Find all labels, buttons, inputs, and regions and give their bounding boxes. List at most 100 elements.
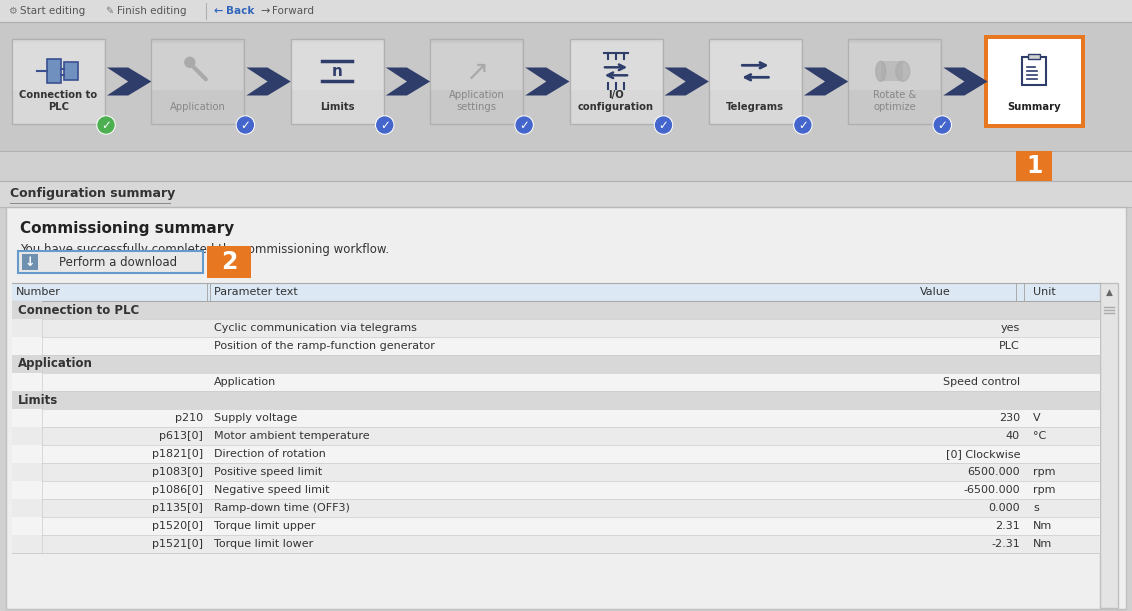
Text: Commissioning summary: Commissioning summary (20, 222, 234, 236)
FancyBboxPatch shape (12, 535, 1100, 553)
FancyBboxPatch shape (710, 43, 800, 90)
Text: p1083[0]: p1083[0] (152, 467, 203, 477)
Text: You have successfully completed the commissioning workflow.: You have successfully completed the comm… (20, 243, 389, 255)
Text: s: s (1034, 503, 1039, 513)
Text: Limits: Limits (18, 393, 58, 406)
FancyBboxPatch shape (12, 337, 1100, 355)
Polygon shape (386, 67, 430, 95)
FancyBboxPatch shape (291, 39, 384, 124)
FancyBboxPatch shape (1022, 57, 1046, 86)
FancyBboxPatch shape (12, 481, 42, 499)
Circle shape (795, 117, 811, 133)
Circle shape (97, 116, 115, 134)
Text: Connection to PLC: Connection to PLC (18, 304, 139, 316)
Text: Negative speed limit: Negative speed limit (214, 485, 329, 495)
Text: n: n (332, 64, 343, 79)
Text: Application
settings: Application settings (448, 90, 505, 112)
Text: Perform a download: Perform a download (60, 255, 178, 268)
Text: Cyclic communication via telegrams: Cyclic communication via telegrams (214, 323, 417, 333)
Polygon shape (943, 67, 987, 95)
FancyBboxPatch shape (12, 355, 42, 373)
Circle shape (376, 116, 394, 134)
Text: 6500.000: 6500.000 (968, 467, 1020, 477)
Text: Telegrams: Telegrams (727, 102, 784, 112)
Text: ✓: ✓ (101, 119, 111, 131)
Circle shape (794, 116, 812, 134)
FancyBboxPatch shape (12, 463, 42, 481)
Text: ↓: ↓ (25, 255, 35, 268)
FancyBboxPatch shape (12, 481, 1100, 499)
Text: p1520[0]: p1520[0] (152, 521, 203, 531)
FancyBboxPatch shape (881, 61, 902, 81)
FancyBboxPatch shape (12, 535, 42, 553)
Text: p1086[0]: p1086[0] (152, 485, 203, 495)
FancyBboxPatch shape (12, 391, 42, 409)
Text: ✓: ✓ (659, 119, 668, 131)
FancyBboxPatch shape (984, 35, 1084, 128)
Circle shape (654, 116, 672, 134)
Text: [0] Clockwise: [0] Clockwise (945, 449, 1020, 459)
FancyBboxPatch shape (1100, 283, 1118, 608)
Circle shape (516, 117, 532, 133)
Text: p1135[0]: p1135[0] (152, 503, 203, 513)
Text: rpm: rpm (1034, 485, 1055, 495)
Text: 2: 2 (221, 250, 238, 274)
Text: 0.000: 0.000 (988, 503, 1020, 513)
Text: Speed control: Speed control (943, 377, 1020, 387)
Text: I/O
configuration: I/O configuration (578, 90, 654, 112)
Text: Parameter text: Parameter text (214, 287, 298, 297)
Text: ✎: ✎ (105, 6, 113, 16)
FancyBboxPatch shape (12, 337, 42, 355)
Text: Limits: Limits (320, 102, 354, 112)
FancyBboxPatch shape (0, 0, 1132, 22)
Text: Torque limit upper: Torque limit upper (214, 521, 316, 531)
FancyBboxPatch shape (12, 445, 42, 463)
FancyBboxPatch shape (12, 391, 1100, 409)
FancyBboxPatch shape (849, 43, 941, 90)
Polygon shape (525, 67, 569, 95)
Text: p210: p210 (174, 413, 203, 423)
Text: Application: Application (18, 357, 93, 370)
FancyBboxPatch shape (1017, 151, 1052, 181)
FancyBboxPatch shape (46, 59, 60, 83)
Text: ✓: ✓ (798, 119, 808, 131)
FancyBboxPatch shape (12, 43, 104, 90)
Text: °C: °C (1034, 431, 1046, 441)
Text: ▲: ▲ (1106, 288, 1113, 296)
Text: rpm: rpm (1034, 467, 1055, 477)
Text: Nm: Nm (1034, 539, 1053, 549)
FancyBboxPatch shape (12, 517, 1100, 535)
FancyBboxPatch shape (12, 301, 42, 319)
Text: ↗: ↗ (465, 57, 488, 86)
FancyBboxPatch shape (12, 283, 1100, 301)
FancyBboxPatch shape (12, 499, 42, 517)
Text: Position of the ramp-function generator: Position of the ramp-function generator (214, 341, 435, 351)
FancyBboxPatch shape (22, 254, 38, 270)
FancyBboxPatch shape (12, 355, 1100, 373)
Circle shape (185, 57, 195, 67)
Circle shape (515, 116, 533, 134)
Text: Back: Back (226, 6, 255, 16)
Text: Application: Application (170, 102, 225, 112)
Text: ✓: ✓ (380, 119, 389, 131)
Text: Supply voltage: Supply voltage (214, 413, 298, 423)
Text: 40: 40 (1006, 431, 1020, 441)
FancyBboxPatch shape (0, 22, 1132, 151)
Polygon shape (804, 67, 848, 95)
Text: -2.31: -2.31 (992, 539, 1020, 549)
FancyBboxPatch shape (63, 62, 77, 80)
FancyBboxPatch shape (12, 373, 1100, 391)
Circle shape (98, 117, 114, 133)
FancyBboxPatch shape (12, 409, 1100, 427)
Polygon shape (108, 67, 152, 95)
FancyBboxPatch shape (431, 43, 522, 90)
FancyBboxPatch shape (207, 246, 251, 278)
Ellipse shape (895, 61, 910, 81)
FancyBboxPatch shape (848, 39, 941, 124)
FancyBboxPatch shape (12, 301, 1100, 319)
Text: Application: Application (214, 377, 276, 387)
Ellipse shape (876, 61, 885, 81)
Text: ✓: ✓ (937, 119, 947, 131)
Polygon shape (247, 67, 291, 95)
Text: Start editing: Start editing (20, 6, 85, 16)
